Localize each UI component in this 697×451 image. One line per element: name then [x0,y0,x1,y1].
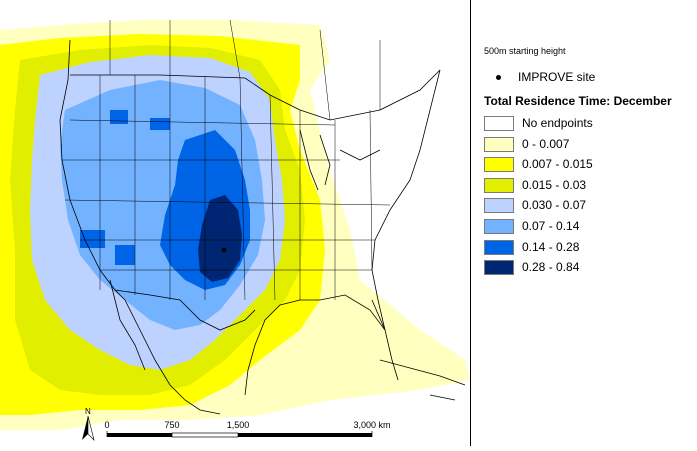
legend-item-label: 0.14 - 0.28 [522,239,580,254]
residence-raster [0,20,470,430]
east-coast [371,69,441,331]
legend-swatch [484,116,514,131]
zone-navy-core [198,195,242,282]
legend-item-label: 0.030 - 0.07 [522,198,587,213]
legend-item-label: 0.28 - 0.84 [522,260,580,275]
scale-segment [238,433,372,437]
legend-swatch [484,239,514,255]
starting-height-label: 500m starting height [484,46,566,56]
site-label: IMPROVE site [518,70,596,84]
legend-swatch [484,177,514,193]
scale-segment [107,433,172,437]
north-label: N [85,407,91,416]
legend-title: Total Residence Time: December [484,94,672,108]
mexico-border [114,289,256,331]
zone-dark-blue-patch [115,245,135,265]
legend-item-label: 0.015 - 0.03 [522,177,587,192]
site-dot-icon [496,75,501,80]
legend-swatch [484,260,514,276]
legend: 500m starting height IMPROVE site Total … [472,0,697,446]
zone-dark-blue-patch [150,118,170,130]
scale-label-3000: 3,000 km [353,420,390,430]
caribbean-islands [379,359,466,401]
map-canvas: N 0 750 1,500 3,000 km [0,19,470,441]
great-lakes [299,129,381,191]
zone-dark-blue-patch [80,230,105,248]
north-arrow-half [87,415,95,441]
scale-label-1500: 1,500 [227,420,250,430]
legend-swatch [484,198,514,214]
legend-swatch [484,136,514,152]
panel-divider [470,0,471,446]
zone-dark-blue-patch [110,110,128,124]
state-lines [62,75,391,301]
scale-segment [171,432,239,438]
residence-time-map: N 0 750 1,500 3,000 km [0,19,470,441]
mexico-west-coast [124,299,221,415]
baja [109,279,146,371]
legend-swatch [484,157,514,173]
scale-label-750: 750 [164,420,179,430]
legend-item-label: 0.07 - 0.14 [522,218,580,233]
scale-label-0: 0 [104,420,109,430]
legend-item-label: 0 - 0.007 [522,136,570,151]
legend-item-label: 0.007 - 0.015 [522,157,593,172]
scale-bar: 0 750 1,500 3,000 km [104,420,391,438]
florida [371,299,399,381]
legend-swatch [484,218,514,234]
gulf-coast [244,294,386,396]
boundaries [59,19,466,415]
legend-item-label: No endpoints [522,116,593,130]
canada-provinces [109,19,381,121]
north-arrow: N [82,407,95,441]
improve-site-marker [221,247,227,253]
